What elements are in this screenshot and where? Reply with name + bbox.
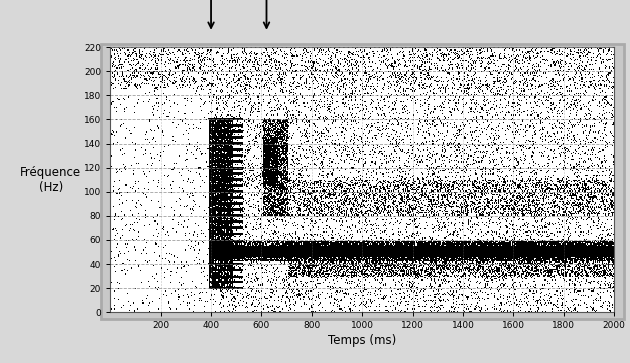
X-axis label: Temps (ms): Temps (ms) (328, 334, 396, 347)
Y-axis label: Fréquence
(Hz): Fréquence (Hz) (20, 166, 81, 194)
